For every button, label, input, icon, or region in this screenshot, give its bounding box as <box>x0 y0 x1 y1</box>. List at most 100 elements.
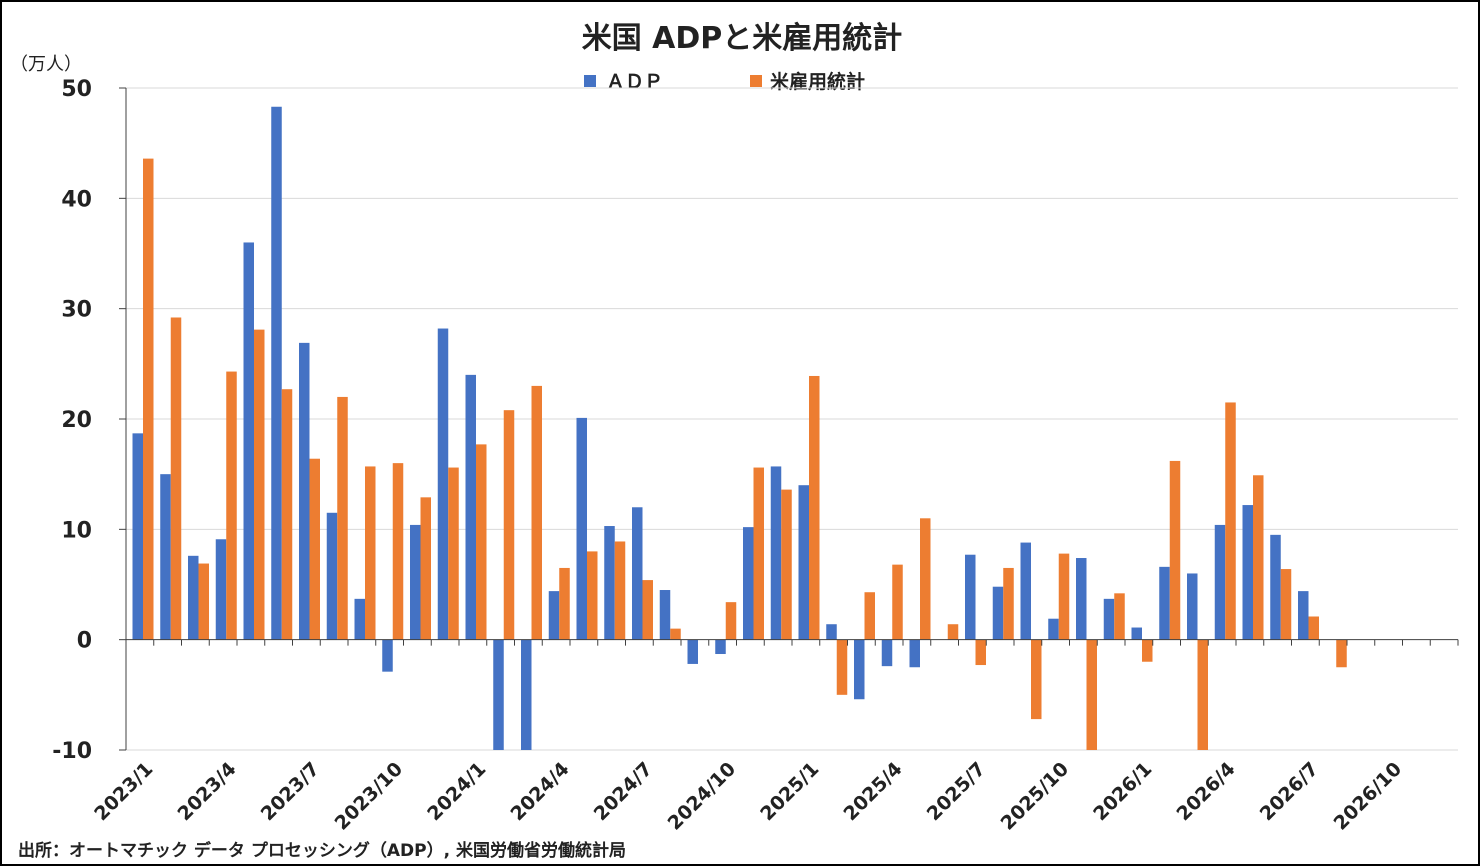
bar-employment <box>503 410 515 640</box>
x-tick-label: 2024/7 <box>590 758 657 825</box>
x-tick-label: 2023/10 <box>331 758 408 835</box>
bar-employment <box>143 158 154 640</box>
source-note: 出所：オートマチック データ プロセッシング（ADP）, 米国労働省労働統計局 <box>18 840 626 861</box>
bar-employment <box>753 467 764 640</box>
legend-swatch-employment <box>750 75 762 87</box>
y-tick-label: 50 <box>61 77 92 102</box>
x-tick-label: 2024/1 <box>423 758 490 825</box>
bar-adp <box>909 639 920 668</box>
y-tick-label: 10 <box>61 518 92 543</box>
x-tick-label: 2026/4 <box>1172 758 1239 825</box>
bar-employment <box>1031 639 1042 720</box>
bar-adp <box>992 586 1004 640</box>
bar-adp <box>770 466 782 640</box>
bar-adp <box>188 555 199 640</box>
x-tick-label: 2025/10 <box>997 758 1074 835</box>
bar-employment <box>365 466 376 640</box>
bar-employment <box>1086 639 1097 750</box>
legend-label-adp: ＡＤＰ <box>606 71 663 93</box>
bar-employment <box>448 467 459 640</box>
chart-title: 米国 ADPと米雇用統計 <box>582 21 903 56</box>
bar-adp <box>1076 558 1087 640</box>
y-tick-label: 30 <box>61 298 92 323</box>
bar-adp <box>160 474 171 640</box>
bar-employment <box>642 580 653 640</box>
bar-employment <box>920 518 931 640</box>
bar-adp <box>382 639 393 672</box>
bar-employment <box>1142 639 1153 662</box>
bar-adp <box>243 242 254 640</box>
bar-adp <box>881 639 893 667</box>
x-tick-label: 2023/4 <box>173 758 240 825</box>
bar-employment <box>975 639 986 666</box>
legend: ＡＤＰ 米雇用統計 <box>584 70 865 93</box>
y-tick-label: 20 <box>61 408 92 433</box>
bar-adp <box>521 639 532 750</box>
bar-adp <box>687 639 698 664</box>
bar-employment <box>1308 616 1319 640</box>
bar-employment <box>1253 475 1264 640</box>
bar-adp <box>271 106 282 640</box>
x-tick-label: 2026/1 <box>1089 758 1156 825</box>
bar-employment <box>226 371 237 640</box>
bar-employment <box>531 385 542 640</box>
bar-adp <box>1020 542 1031 640</box>
bar-adp <box>1298 591 1309 640</box>
bar-adp <box>659 590 671 640</box>
bar-adp <box>854 639 865 700</box>
bar-employment <box>198 563 209 640</box>
bar-adp <box>1242 505 1253 640</box>
bar-adp <box>715 639 726 655</box>
x-tick-label: 2025/7 <box>923 758 990 825</box>
bar-employment <box>809 375 820 640</box>
bar-adp <box>576 417 587 640</box>
x-tick-label: 2026/7 <box>1256 758 1323 825</box>
y-tick-label: -10 <box>52 739 92 764</box>
legend-label-employment: 米雇用統計 <box>770 70 865 93</box>
bar-adp <box>299 342 310 640</box>
bar-employment <box>1197 639 1208 750</box>
bar-employment <box>1169 460 1181 640</box>
bar-employment <box>254 329 265 640</box>
bar-employment <box>864 592 875 640</box>
bar-adp <box>826 624 837 640</box>
bar-employment <box>1280 569 1292 640</box>
bar-adp <box>215 539 227 640</box>
bar-employment <box>1336 639 1347 668</box>
bar-adp <box>965 554 976 640</box>
bar-employment <box>392 463 404 640</box>
y-axis-ticks: 50 40 30 20 10 0 -10 <box>52 77 126 764</box>
bar-employment <box>1003 567 1014 640</box>
bar-employment <box>309 458 320 640</box>
y-tick-label: 40 <box>61 187 92 212</box>
gridlines <box>126 87 1458 751</box>
y-axis-unit-label: （万人） <box>10 54 82 75</box>
bar-employment <box>614 541 626 640</box>
bar-employment <box>1058 553 1070 640</box>
bar-adp <box>465 374 476 640</box>
x-tick-label: 2026/10 <box>1330 758 1407 835</box>
bar-adp <box>326 512 338 640</box>
x-tick-label: 2024/4 <box>506 758 573 825</box>
bar-adp <box>743 527 754 640</box>
bar-adp <box>1214 524 1226 640</box>
bar-employment <box>170 317 182 640</box>
x-tick-label: 2024/10 <box>664 758 741 835</box>
bar-adp <box>1270 534 1281 640</box>
bar-adp <box>632 507 643 640</box>
x-tick-label: 2025/4 <box>839 758 906 825</box>
bar-employment <box>670 628 681 640</box>
bar-adp <box>548 591 560 640</box>
bar-employment <box>559 567 570 640</box>
bar-adp <box>1103 598 1115 640</box>
bar-adp <box>798 485 809 640</box>
axes <box>125 88 1459 750</box>
bar-adp <box>1131 627 1142 640</box>
bar-employment <box>587 551 598 640</box>
bar-employment <box>947 624 959 640</box>
bar-adp <box>1159 566 1170 640</box>
bar-employment <box>476 444 487 640</box>
bar-adp <box>132 433 143 640</box>
